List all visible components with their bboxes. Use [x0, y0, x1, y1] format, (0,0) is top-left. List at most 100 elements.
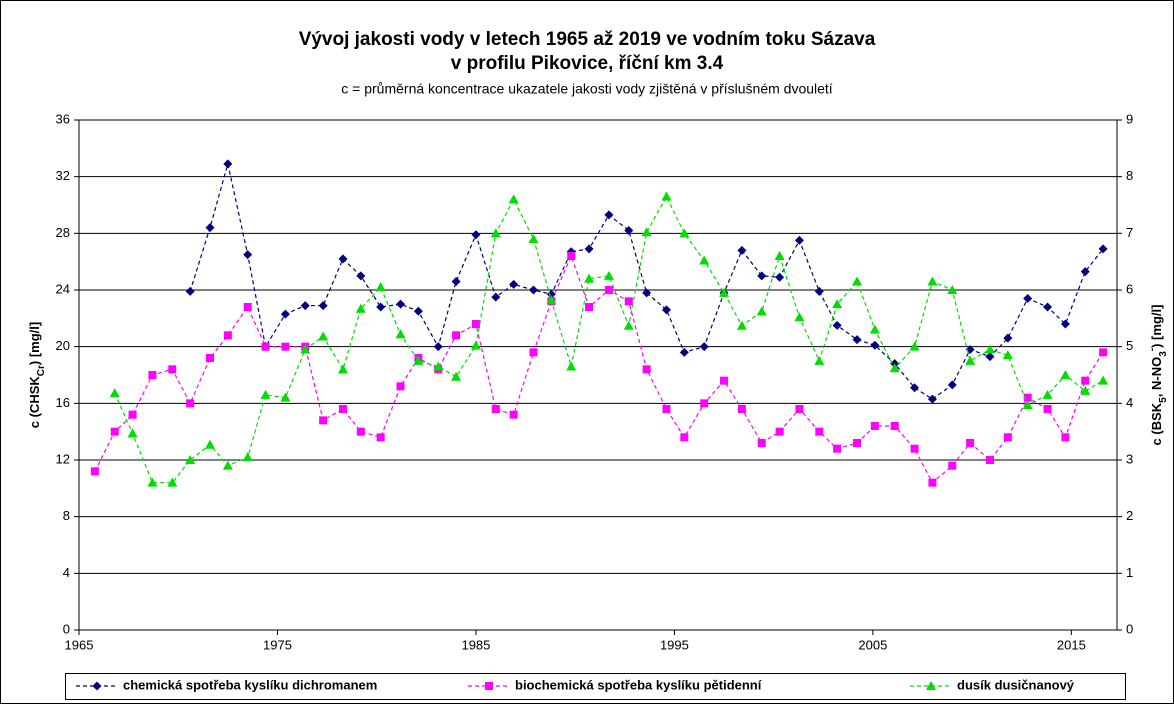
point	[168, 365, 177, 374]
y-tick-label: 4	[63, 565, 70, 580]
y-tick-label: 16	[56, 395, 70, 410]
y-axis-label: c (CHSKCr) [mg/l]	[27, 322, 47, 428]
y2-tick-label: 8	[1126, 168, 1133, 183]
point	[984, 344, 995, 354]
point	[1060, 370, 1071, 379]
point	[280, 392, 291, 402]
point	[927, 394, 937, 404]
point	[433, 361, 444, 371]
chart-subtitle: c = průměrná koncentrace ukazatele jakos…	[341, 81, 833, 97]
point	[1080, 385, 1091, 395]
point	[870, 340, 880, 350]
point	[337, 364, 348, 374]
point	[260, 389, 271, 399]
label-part: , N-NO	[1149, 357, 1164, 397]
point	[205, 223, 215, 233]
y-tick-label: 24	[56, 281, 70, 296]
y2-tick-label: 1	[1126, 565, 1133, 580]
point	[491, 405, 500, 413]
point	[662, 405, 671, 413]
point	[490, 228, 501, 238]
point	[909, 341, 920, 351]
y-tick-label: 20	[56, 338, 70, 353]
point	[280, 309, 290, 319]
x-tick-label: 1985	[461, 637, 490, 652]
point	[737, 405, 746, 413]
point	[546, 295, 557, 305]
point	[623, 320, 634, 330]
point	[1060, 319, 1070, 329]
point	[471, 320, 480, 328]
y2-tick-label: 7	[1126, 225, 1133, 240]
point	[1081, 376, 1090, 385]
point	[395, 329, 406, 339]
point	[794, 235, 804, 245]
point	[948, 461, 957, 470]
point	[832, 320, 842, 330]
legend-marker	[926, 681, 936, 690]
point	[376, 433, 385, 442]
point	[1080, 267, 1090, 277]
point	[774, 251, 785, 260]
point	[1022, 400, 1033, 410]
point	[1023, 393, 1032, 402]
plot-area	[79, 120, 1117, 630]
point	[928, 478, 937, 487]
point	[396, 382, 405, 391]
point	[147, 477, 158, 487]
point	[795, 405, 804, 413]
point	[148, 371, 157, 379]
label-sub: 3	[1158, 351, 1169, 357]
y2-tick-label: 4	[1126, 395, 1133, 410]
y2-tick-label: 9	[1126, 111, 1133, 126]
point	[451, 371, 462, 381]
label-part: ) [mg/l]	[1149, 305, 1164, 348]
point	[243, 303, 252, 311]
point	[185, 455, 196, 464]
point	[318, 331, 329, 341]
point	[661, 191, 672, 201]
point	[528, 285, 538, 295]
point	[927, 276, 938, 286]
point	[853, 439, 862, 447]
point	[699, 342, 709, 352]
point	[947, 380, 957, 390]
plot-border	[78, 119, 1118, 631]
y2-tick-label: 6	[1126, 281, 1133, 296]
label-sub: 5	[1158, 397, 1169, 403]
point	[318, 301, 328, 311]
point	[1042, 389, 1053, 399]
x-tick-label: 2005	[858, 637, 887, 652]
point	[680, 433, 689, 442]
point	[375, 282, 386, 292]
point	[1098, 375, 1109, 385]
point	[815, 427, 824, 436]
point	[529, 348, 538, 357]
point	[985, 456, 994, 464]
point	[128, 410, 137, 419]
point	[679, 228, 690, 238]
point	[223, 159, 233, 169]
point	[794, 312, 805, 322]
point	[603, 270, 614, 280]
point	[889, 363, 900, 373]
label-part: c (CHSK	[27, 376, 42, 429]
point	[832, 299, 843, 309]
point	[509, 410, 518, 419]
point	[870, 422, 879, 430]
point	[338, 405, 347, 413]
point	[719, 287, 730, 297]
point	[985, 352, 995, 362]
point	[110, 427, 119, 436]
point	[642, 365, 651, 374]
x-tick-label: 1965	[65, 637, 94, 652]
point	[300, 344, 311, 354]
point	[223, 331, 232, 340]
point	[1043, 302, 1053, 312]
point	[356, 271, 366, 281]
label-sub: Cr	[36, 365, 47, 376]
point	[699, 255, 710, 265]
point	[585, 303, 594, 311]
y-tick-label: 32	[56, 168, 70, 183]
